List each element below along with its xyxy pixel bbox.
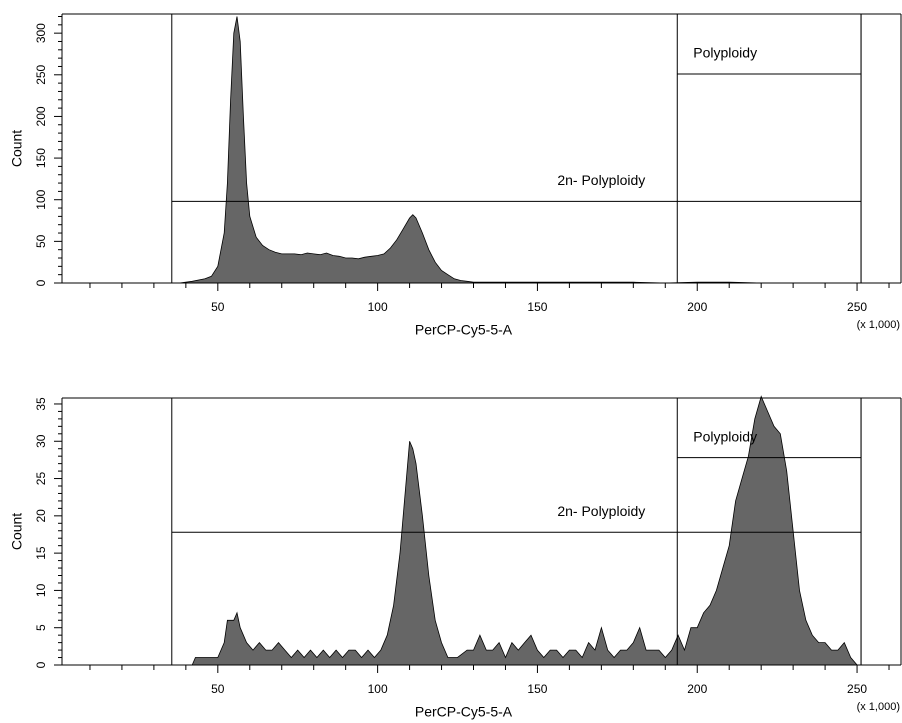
y-tick-label: 15 [34,546,48,560]
gate-label: 2n- Polyploidy [557,503,645,519]
x-tick-label: 100 [368,300,388,314]
histogram-area [191,395,858,666]
y-tick-label: 20 [34,509,48,523]
gate-label: Polyploidy [693,428,757,444]
x-tick-label: 150 [527,300,547,314]
y-tick-label: 5 [34,624,48,631]
x-tick-label: 50 [211,300,225,314]
x-tick-label: 50 [211,682,225,696]
y-axis-label: Count [9,130,25,167]
y-tick-label: 10 [34,583,48,597]
gate-label: Polyploidy [693,45,757,61]
x-tick-label: 100 [368,682,388,696]
x-unit-note: (x 1,000) [857,319,900,331]
y-tick-label: 50 [34,234,48,248]
y-tick-label: 35 [34,397,48,411]
x-tick-label: 150 [527,682,547,696]
x-tick-label: 200 [687,300,707,314]
x-tick-label: 250 [847,300,867,314]
y-tick-label: 0 [34,661,48,668]
x-tick-label: 250 [847,682,867,696]
y-tick-label: 25 [34,472,48,486]
gate-label: 2n- Polyploidy [557,172,645,188]
x-axis-label: PerCP-Cy5-5-A [415,704,513,720]
histogram-area [179,16,762,284]
y-axis-label: Count [9,513,25,550]
y-tick-label: 150 [34,148,48,168]
x-tick-label: 200 [687,682,707,696]
x-unit-note: (x 1,000) [857,701,900,713]
y-tick-label: 30 [34,434,48,448]
y-tick-label: 250 [34,64,48,84]
y-tick-label: 0 [34,279,48,286]
y-tick-label: 200 [34,106,48,126]
y-tick-label: 100 [34,189,48,209]
x-axis-label: PerCP-Cy5-5-A [415,322,513,338]
y-tick-label: 300 [34,23,48,43]
